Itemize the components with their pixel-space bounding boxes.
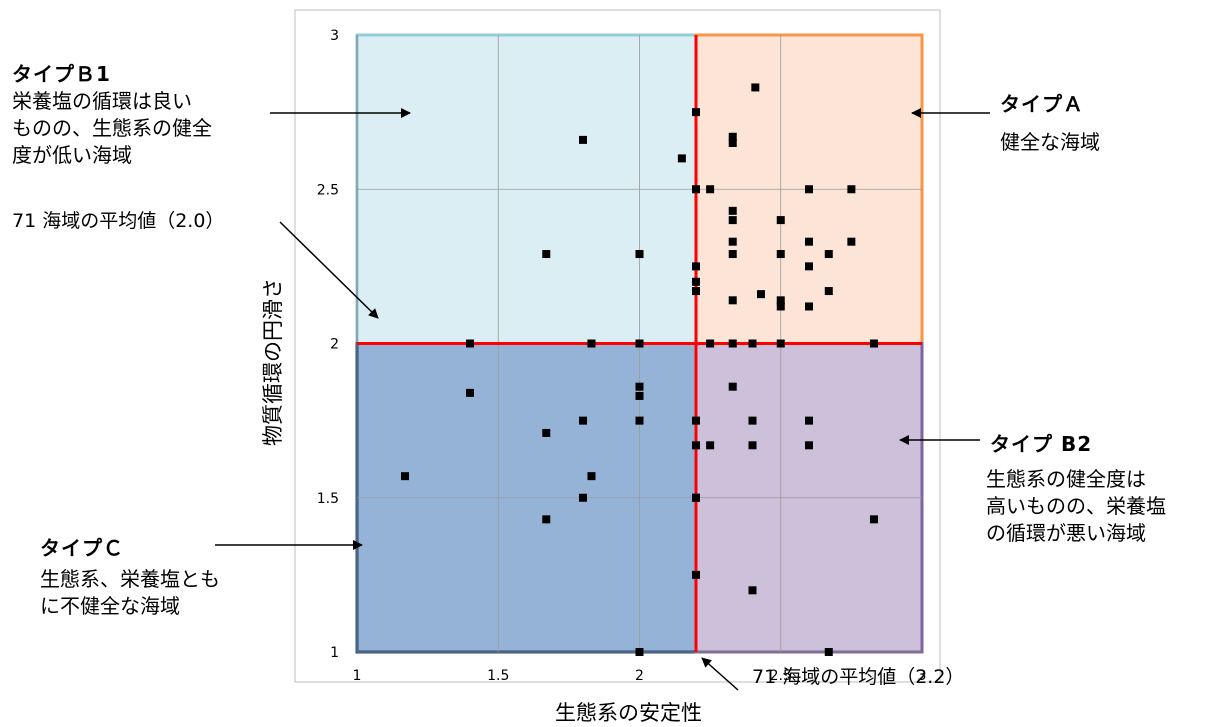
type-c-line: 生態系、栄養塩とも [40,567,220,591]
type-b2-line: 生態系の健全度は [986,467,1146,491]
data-point [776,296,785,305]
data-point [692,570,700,579]
x-tick-label: 1 [353,668,362,684]
data-point [635,339,644,348]
data-point [635,382,644,391]
type-b1-title: タイプＢ1 [12,62,111,86]
data-point [805,416,813,425]
data-point [466,388,474,397]
data-point [748,586,757,595]
data-point [748,339,757,348]
y-tick-label: 1 [330,645,339,661]
data-point [692,277,700,286]
data-point [635,391,644,400]
annotation-arrows [215,108,990,691]
data-point [706,185,715,194]
data-point [635,416,644,425]
data-point [692,108,700,117]
data-point [824,648,833,656]
data-point [748,441,757,450]
data-point [587,339,596,348]
type-b1-line: ものの、生態系の健全 [12,116,212,140]
type-a-title: タイプＡ [1000,92,1084,116]
data-point [728,339,737,348]
x-tick-label: 2 [635,668,644,684]
data-point [635,648,644,656]
type-b1-line: 栄養塩の循環は良い [12,89,192,113]
data-point [728,132,737,141]
data-point [728,237,737,246]
type-a-description: 健全な海域 [1000,130,1100,154]
y-tick-label: 1.5 [317,491,339,507]
type-b1-line: 度が低い海域 [12,143,132,167]
type-c-line: に不健全な海域 [40,594,180,618]
type-b2-line: 高いものの、栄養塩 [986,494,1166,518]
data-point [847,185,856,194]
data-point [756,290,765,299]
type-b2-title: タイプ B2 [990,432,1093,456]
data-point [824,287,833,296]
data-point [805,262,813,271]
data-point [824,250,833,259]
data-point [579,493,587,502]
data-point [466,339,474,348]
data-point [805,185,813,194]
data-point [728,206,737,215]
type-b2-line: の循環が悪い海域 [986,521,1146,545]
type-c-title: タイプＣ [40,536,124,560]
y-tick-label: 2.5 [317,182,339,198]
data-point [692,493,700,502]
y-axis-title: 物質循環の円滑さ [261,278,285,446]
data-point [542,515,551,524]
data-point [847,237,856,246]
type-b2-description: 生態系の健全度は 高いものの、栄養塩 の循環が悪い海域 [986,466,1166,547]
annotation-arrow [279,221,379,319]
mean-label-y: 71 海域の平均値（2.0） [12,210,225,232]
type-c-description: 生態系、栄養塩とも に不健全な海域 [40,566,220,620]
data-point [751,83,760,92]
data-points [401,83,878,656]
data-point [776,302,785,311]
data-point [776,216,785,225]
data-point [728,382,737,391]
data-point [401,472,410,481]
x-tick-label: 3 [918,668,927,684]
x-tick-label: 1.5 [487,668,509,684]
data-point [587,472,596,481]
data-point [748,416,757,425]
tick-labels: 1 1.5 2 2.5 3 1 1.5 2 2.5 3 [317,28,927,684]
annotation-arrow [701,657,739,691]
data-point [728,250,737,259]
data-point [805,441,813,450]
data-point [706,441,715,450]
data-point [692,441,700,450]
data-point [635,250,644,259]
data-point [542,250,551,259]
data-point [579,416,587,425]
data-point [728,138,737,147]
data-point [706,339,715,348]
data-point [805,302,813,311]
data-point [805,237,813,246]
data-point [776,339,785,348]
y-tick-label: 2 [330,337,339,353]
data-point [692,416,700,425]
data-point [692,287,700,296]
data-point [728,216,737,225]
data-point [579,135,587,144]
data-point [542,428,551,437]
data-point [692,262,700,271]
mean-label-x: 71 海域の平均値（2.2） [752,666,965,688]
data-point [776,250,785,259]
x-tick-label: 2.5 [770,668,792,684]
data-point [692,185,700,194]
x-axis-title: 生態系の安定性 [555,701,702,725]
data-point [869,339,878,348]
data-point [728,296,737,305]
y-tick-label: 3 [330,28,339,44]
type-b1-description: 栄養塩の循環は良い ものの、生態系の健全 度が低い海域 [12,88,212,169]
data-point [869,515,878,524]
data-point [677,154,686,163]
